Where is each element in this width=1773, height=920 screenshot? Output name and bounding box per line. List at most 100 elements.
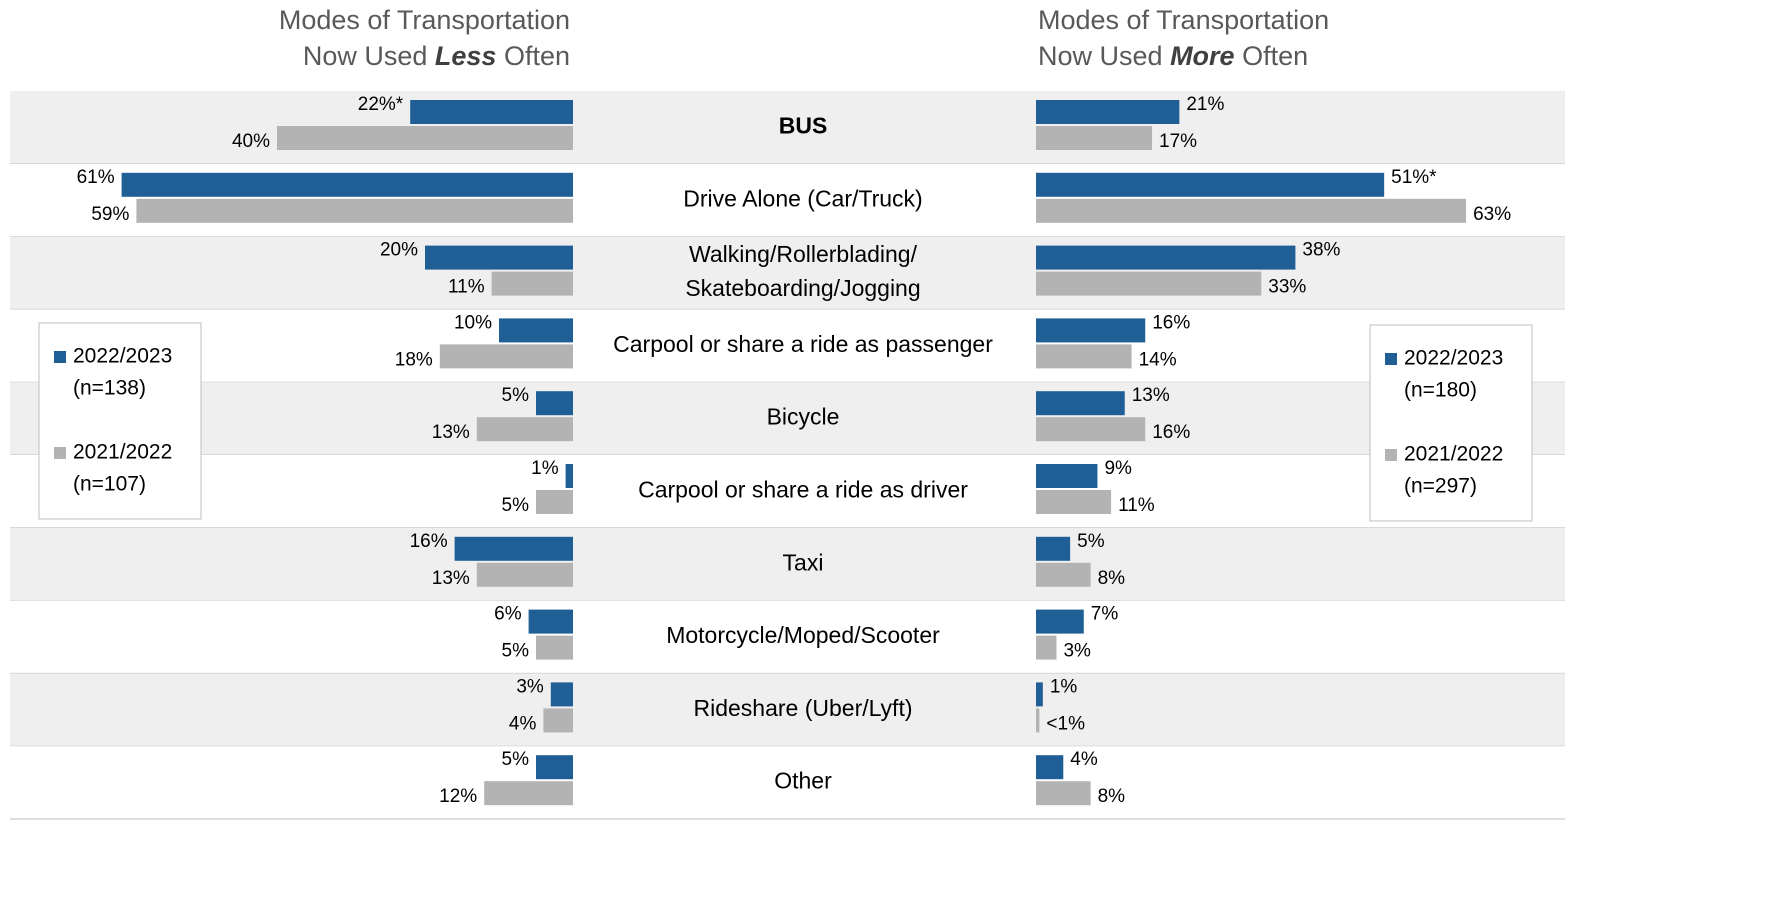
row-band	[10, 527, 1565, 601]
category-label: Walking/Rollerblading/	[689, 241, 918, 267]
value-label: 6%	[494, 604, 522, 625]
category-label: Other	[774, 768, 832, 794]
value-label: 33%	[1268, 277, 1306, 298]
value-label: 59%	[91, 204, 129, 225]
bar	[439, 344, 573, 369]
category-label: Drive Alone (Car/Truck)	[683, 185, 922, 211]
bar	[565, 464, 573, 488]
bar	[425, 245, 573, 270]
left-subtitle: Now Used Less Often	[303, 41, 570, 71]
bar	[543, 708, 573, 733]
legend-swatch	[54, 447, 66, 459]
row-band	[10, 673, 1565, 747]
bar	[1036, 490, 1112, 514]
bar	[550, 682, 573, 707]
row-band	[10, 746, 1565, 819]
bar	[491, 271, 573, 296]
right-title: Modes of Transportation	[1038, 5, 1329, 35]
value-label: 63%	[1473, 204, 1511, 225]
value-label: 7%	[1091, 604, 1119, 625]
bar	[1036, 781, 1091, 806]
legend-swatch	[1385, 353, 1397, 365]
value-label: 4%	[1070, 749, 1098, 770]
legend-n: (n=107)	[73, 473, 146, 496]
bar	[1036, 682, 1043, 707]
bar	[476, 417, 573, 442]
legend-label: 2022/2023	[1404, 347, 1503, 370]
value-label: 16%	[1152, 422, 1190, 443]
category-label: Carpool or share a ride as passenger	[613, 331, 993, 357]
bar	[277, 126, 573, 150]
bar	[1036, 417, 1146, 442]
value-label: 11%	[448, 277, 485, 298]
bar	[536, 755, 573, 780]
bar	[454, 536, 573, 561]
bar	[1036, 318, 1146, 343]
value-label: 13%	[432, 422, 470, 443]
title-emphasis: Less	[435, 41, 497, 71]
bar	[121, 172, 573, 197]
bar	[484, 781, 573, 806]
value-label: 16%	[410, 531, 448, 552]
category-label: Skateboarding/Jogging	[685, 275, 920, 301]
row-band	[10, 91, 1565, 164]
bar	[476, 562, 573, 587]
legend-swatch	[1385, 449, 1397, 461]
bar	[536, 490, 573, 514]
bar	[1036, 562, 1091, 587]
title-part: Now Used	[1038, 41, 1163, 71]
row-band	[10, 382, 1565, 455]
value-label: 18%	[395, 349, 433, 370]
value-label: 8%	[1098, 786, 1126, 807]
right-subtitle: Now Used More Often	[1038, 41, 1308, 71]
category-label: Bicycle	[767, 404, 840, 430]
bar	[1036, 755, 1064, 780]
value-label: 1%	[1050, 676, 1078, 697]
row-band	[10, 309, 1565, 383]
bar	[1036, 464, 1098, 488]
bar	[1036, 245, 1296, 270]
value-label: 38%	[1302, 240, 1340, 261]
value-label: 1%	[531, 458, 559, 479]
bar	[136, 198, 573, 223]
value-label: 13%	[432, 568, 470, 589]
value-label: 8%	[1098, 568, 1126, 589]
bar	[1036, 391, 1125, 416]
value-label: <1%	[1046, 713, 1085, 734]
bar	[528, 609, 573, 634]
title-part: Often	[504, 41, 570, 71]
bar	[536, 391, 573, 416]
bar	[410, 100, 573, 124]
bar	[1036, 344, 1132, 369]
title-emphasis: More	[1170, 41, 1235, 71]
value-label: 5%	[502, 495, 530, 516]
value-label: 20%	[380, 240, 418, 261]
bar	[499, 318, 573, 343]
category-label: BUS	[779, 112, 828, 138]
value-label: 22%*	[358, 94, 404, 115]
category-label: Motorcycle/Moped/Scooter	[666, 622, 940, 648]
bar	[1036, 172, 1385, 197]
legend-n: (n=180)	[1404, 379, 1477, 402]
title-part: Now Used	[303, 41, 428, 71]
value-label: 5%	[502, 385, 530, 406]
value-label: 61%	[77, 167, 115, 188]
category-label: Carpool or share a ride as driver	[638, 476, 968, 502]
bar	[1036, 609, 1084, 634]
legend-n: (n=297)	[1404, 475, 1477, 498]
value-label: 9%	[1104, 458, 1132, 479]
row-band	[10, 600, 1565, 674]
left-title: Modes of Transportation	[279, 5, 570, 35]
bar	[1036, 126, 1153, 150]
value-label: 14%	[1139, 349, 1177, 370]
value-label: 12%	[439, 786, 477, 807]
legend-swatch	[54, 351, 66, 363]
bar	[536, 635, 573, 660]
row-band	[10, 455, 1565, 528]
bar	[1036, 198, 1467, 223]
row-backgrounds	[10, 91, 1565, 820]
category-label: Rideshare (Uber/Lyft)	[693, 695, 912, 721]
bar	[1036, 100, 1180, 124]
value-label: 5%	[1077, 531, 1105, 552]
